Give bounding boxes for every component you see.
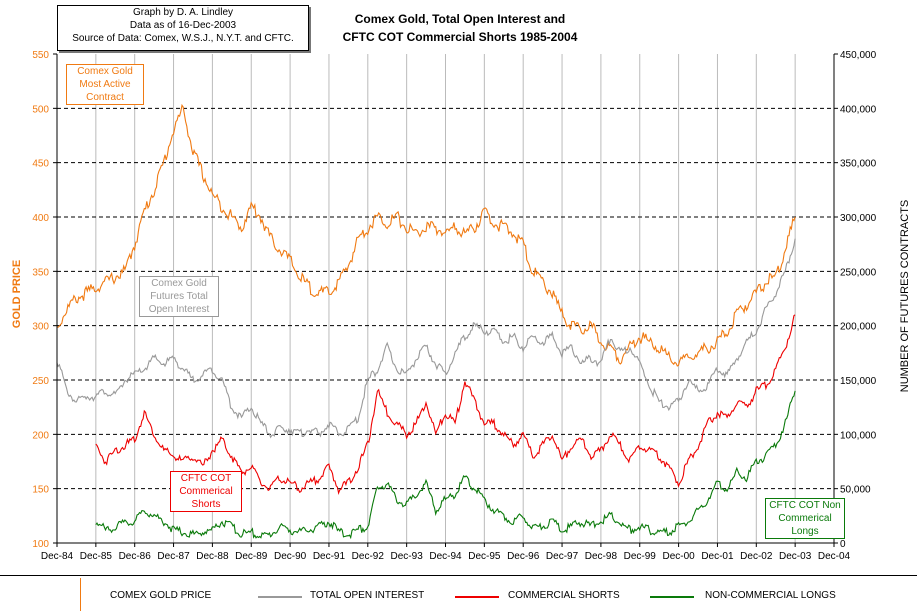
annotation-cs-line-3: Shorts	[191, 499, 221, 510]
annotation-oi-line-3: Open Interest	[148, 304, 210, 315]
credit-box: Graph by D. A. Lindley Data as of 16-Dec…	[57, 5, 309, 51]
legend-gold-marker	[80, 578, 81, 611]
x-tick-label: Dec-98	[585, 551, 618, 562]
y-tick-right-label: 0	[840, 539, 846, 550]
annotation-oi-line-2: Futures Total	[150, 291, 208, 302]
x-tick-label: Dec-84	[41, 551, 74, 562]
series-line-commercial-shorts	[95, 314, 796, 495]
y-tick-left-label: 100	[32, 539, 49, 550]
chart-plot: Dec-84 Dec-85 Dec-86 Dec-87 Dec-88 Dec-89 Dec-…	[32, 50, 876, 562]
y-axis-right-label: NUMBER OF FUTURES CONTRACTS	[899, 199, 911, 393]
x-tick-label: Dec-94	[429, 551, 462, 562]
y-tick-right-label: 400,000	[840, 104, 877, 115]
credit-line-3: Source of Data: Comex, W.S.J., N.Y.T. an…	[72, 33, 294, 44]
credit-line-2: Data as of 16-Dec-2003	[129, 20, 237, 31]
series-line-comex-gold-price	[56, 103, 796, 367]
y-tick-right-label: 150,000	[840, 376, 877, 387]
y-tick-left-label: 300	[32, 322, 49, 333]
x-tick-label: Dec-86	[119, 551, 152, 562]
legend-swatch-open-interest	[258, 596, 302, 598]
annotation-gold-line-3: Contract	[86, 92, 124, 103]
y-tick-right-label: 50,000	[840, 485, 871, 496]
x-tick-label: Dec-96	[507, 551, 540, 562]
x-tick-label: Dec-87	[157, 551, 190, 562]
x-tick-label: Dec-02	[740, 551, 773, 562]
legend-swatch-commercial-shorts	[455, 596, 499, 598]
y-tick-left-label: 550	[32, 50, 49, 61]
y-tick-right-label: 200,000	[840, 322, 877, 333]
annotation-gold-line-2: Most Active	[79, 79, 131, 90]
x-tick-label: Dec-01	[701, 551, 734, 562]
x-tick-label: Dec-03	[779, 551, 812, 562]
grid-layer	[57, 54, 834, 543]
x-tick-label: Dec-91	[313, 551, 346, 562]
y-tick-right-label: 100,000	[840, 430, 877, 441]
x-tick-label: Dec-04	[818, 551, 851, 562]
annotation-cs-line-1: CFTC COT	[180, 473, 232, 484]
y-axis-left-label: GOLD PRICE	[11, 259, 23, 329]
legend-item-gold-price: COMEX GOLD PRICE	[110, 590, 212, 601]
annotation-cs-line-2: Commerical	[179, 486, 233, 497]
y-tick-left-label: 250	[32, 376, 49, 387]
x-tick-label: Dec-00	[662, 551, 695, 562]
series-layer	[56, 103, 796, 540]
y-tick-left-label: 450	[32, 159, 49, 170]
x-tick-label: Dec-92	[352, 551, 385, 562]
chart-title-line-2: CFTC COT Commercial Shorts 1985-2004	[342, 30, 578, 44]
x-tick-label: Dec-90	[274, 551, 307, 562]
chart-legend: COMEX GOLD PRICE TOTAL OPEN INTEREST COM…	[0, 575, 917, 613]
y-tick-right-label: 300,000	[840, 213, 877, 224]
y-tick-left-label: 400	[32, 213, 49, 224]
axis-layer: Dec-84 Dec-85 Dec-86 Dec-87 Dec-88 Dec-89 Dec-…	[32, 50, 876, 562]
chart-title-line-1: Comex Gold, Total Open Interest and	[354, 12, 566, 26]
credit-line-1: Graph by D. A. Lindley	[132, 7, 234, 18]
x-tick-label: Dec-97	[546, 551, 579, 562]
legend-swatch-noncommercial-longs	[650, 596, 694, 598]
x-tick-label: Dec-95	[468, 551, 501, 562]
x-tick-label: Dec-88	[196, 551, 229, 562]
x-tick-label: Dec-99	[624, 551, 657, 562]
x-tick-label: Dec-89	[235, 551, 268, 562]
annotation-open-interest: Comex Gold Futures Total Open Interest	[139, 276, 219, 317]
x-tick-label: Dec-93	[391, 551, 424, 562]
legend-item-commercial-shorts: COMMERCIAL SHORTS	[508, 590, 620, 601]
y-tick-left-label: 500	[32, 104, 49, 115]
annotation-ncl-line-2: Commerical	[778, 513, 832, 524]
annotation-noncommercial-longs: CFTC COT Non Commerical Longs	[765, 498, 845, 539]
y-tick-left-label: 150	[32, 485, 49, 496]
x-tick-label: Dec-85	[80, 551, 113, 562]
annotation-gold-line-1: Comex Gold	[77, 66, 133, 77]
legend-item-open-interest: TOTAL OPEN INTEREST	[310, 590, 425, 601]
legend-item-noncommercial-longs: NON-COMMERCIAL LONGS	[705, 590, 836, 601]
y-tick-left-label: 200	[32, 430, 49, 441]
y-tick-left-label: 350	[32, 267, 49, 278]
chart-title: Comex Gold, Total Open Interest and CFTC…	[300, 10, 620, 46]
annotation-ncl-line-3: Longs	[791, 526, 819, 537]
annotation-gold-price: Comex Gold Most Active Contract	[66, 64, 144, 105]
annotation-commercial-shorts: CFTC COT Commerical Shorts	[170, 471, 242, 512]
y-tick-right-label: 450,000	[840, 50, 877, 61]
series-line-total-open-interest	[56, 238, 796, 439]
annotation-ncl-line-1: CFTC COT Non	[769, 500, 841, 511]
y-tick-right-label: 250,000	[840, 267, 877, 278]
series-line-non-commercial-longs	[95, 390, 796, 540]
annotation-oi-line-1: Comex Gold	[151, 278, 207, 289]
y-tick-right-label: 350,000	[840, 159, 877, 170]
